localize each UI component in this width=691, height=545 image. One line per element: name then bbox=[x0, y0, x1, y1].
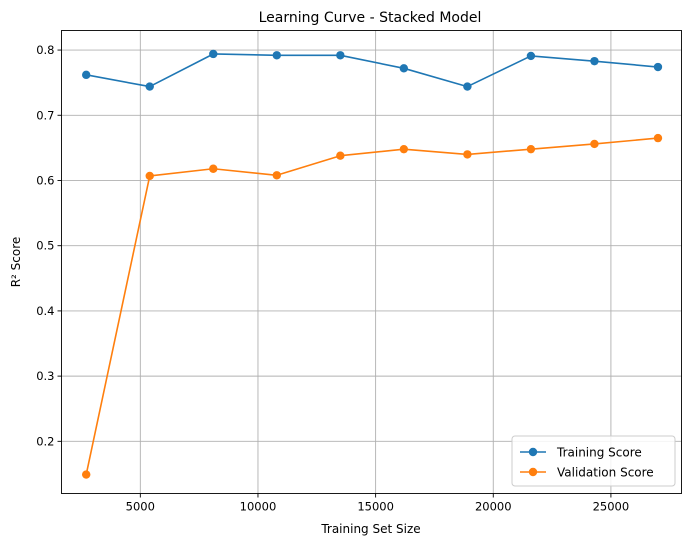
x-tick-label: 10000 bbox=[240, 500, 277, 514]
legend-label: Training Score bbox=[556, 446, 642, 460]
data-point bbox=[82, 70, 91, 80]
data-point bbox=[272, 51, 281, 60]
data-point bbox=[463, 82, 472, 91]
data-point bbox=[526, 144, 536, 154]
legend-marker bbox=[528, 467, 538, 477]
data-point bbox=[399, 64, 409, 73]
legend-item: Validation Score bbox=[520, 466, 654, 480]
data-point bbox=[145, 171, 154, 181]
x-axis-label: Training Set Size bbox=[320, 522, 420, 536]
data-point bbox=[590, 56, 599, 66]
chart-title: Learning Curve - Stacked Model bbox=[259, 10, 482, 26]
data-point bbox=[209, 164, 218, 173]
grid-lines bbox=[61, 30, 682, 494]
data-point bbox=[209, 49, 218, 59]
data-point bbox=[82, 470, 91, 479]
x-tick-label: 20000 bbox=[475, 500, 512, 514]
data-point bbox=[653, 133, 663, 143]
data-point bbox=[336, 51, 345, 60]
y-tick-label: 0.7 bbox=[36, 108, 54, 122]
series-layer bbox=[82, 49, 663, 479]
legend-marker bbox=[528, 447, 538, 457]
series-line bbox=[86, 53, 659, 88]
series-training-score bbox=[82, 49, 663, 91]
data-point bbox=[526, 51, 536, 61]
data-point bbox=[653, 62, 663, 72]
series-line bbox=[85, 137, 659, 475]
y-axis-label: R² Score bbox=[9, 237, 23, 288]
legend: Training Score Validation Score bbox=[511, 435, 676, 487]
data-point bbox=[399, 144, 409, 154]
data-point bbox=[145, 82, 154, 91]
legend-box bbox=[511, 435, 676, 487]
legend-item: Training Score bbox=[520, 446, 642, 460]
y-tick-label: 0.2 bbox=[36, 434, 54, 448]
legend-label: Validation Score bbox=[557, 466, 654, 480]
y-tick-label: 0.8 bbox=[36, 43, 54, 57]
x-tick-label: 25000 bbox=[593, 500, 630, 514]
y-tick-label: 0.5 bbox=[36, 239, 54, 253]
data-point bbox=[590, 139, 599, 149]
data-point bbox=[336, 151, 345, 160]
y-tick-label: 0.3 bbox=[36, 369, 54, 383]
series-validation-score bbox=[82, 133, 663, 479]
data-point bbox=[272, 171, 281, 180]
y-tick-label: 0.6 bbox=[36, 173, 54, 187]
data-point bbox=[463, 150, 472, 159]
x-tick-label: 15000 bbox=[357, 500, 394, 514]
y-tick-label: 0.4 bbox=[36, 304, 54, 318]
axis-ticks: 5000 10000 15000 20000 25000 0.2 0.3 0.4 0.5 0.6 0… bbox=[36, 43, 629, 513]
x-tick-label: 5000 bbox=[126, 500, 155, 514]
plot-frame bbox=[61, 30, 682, 494]
